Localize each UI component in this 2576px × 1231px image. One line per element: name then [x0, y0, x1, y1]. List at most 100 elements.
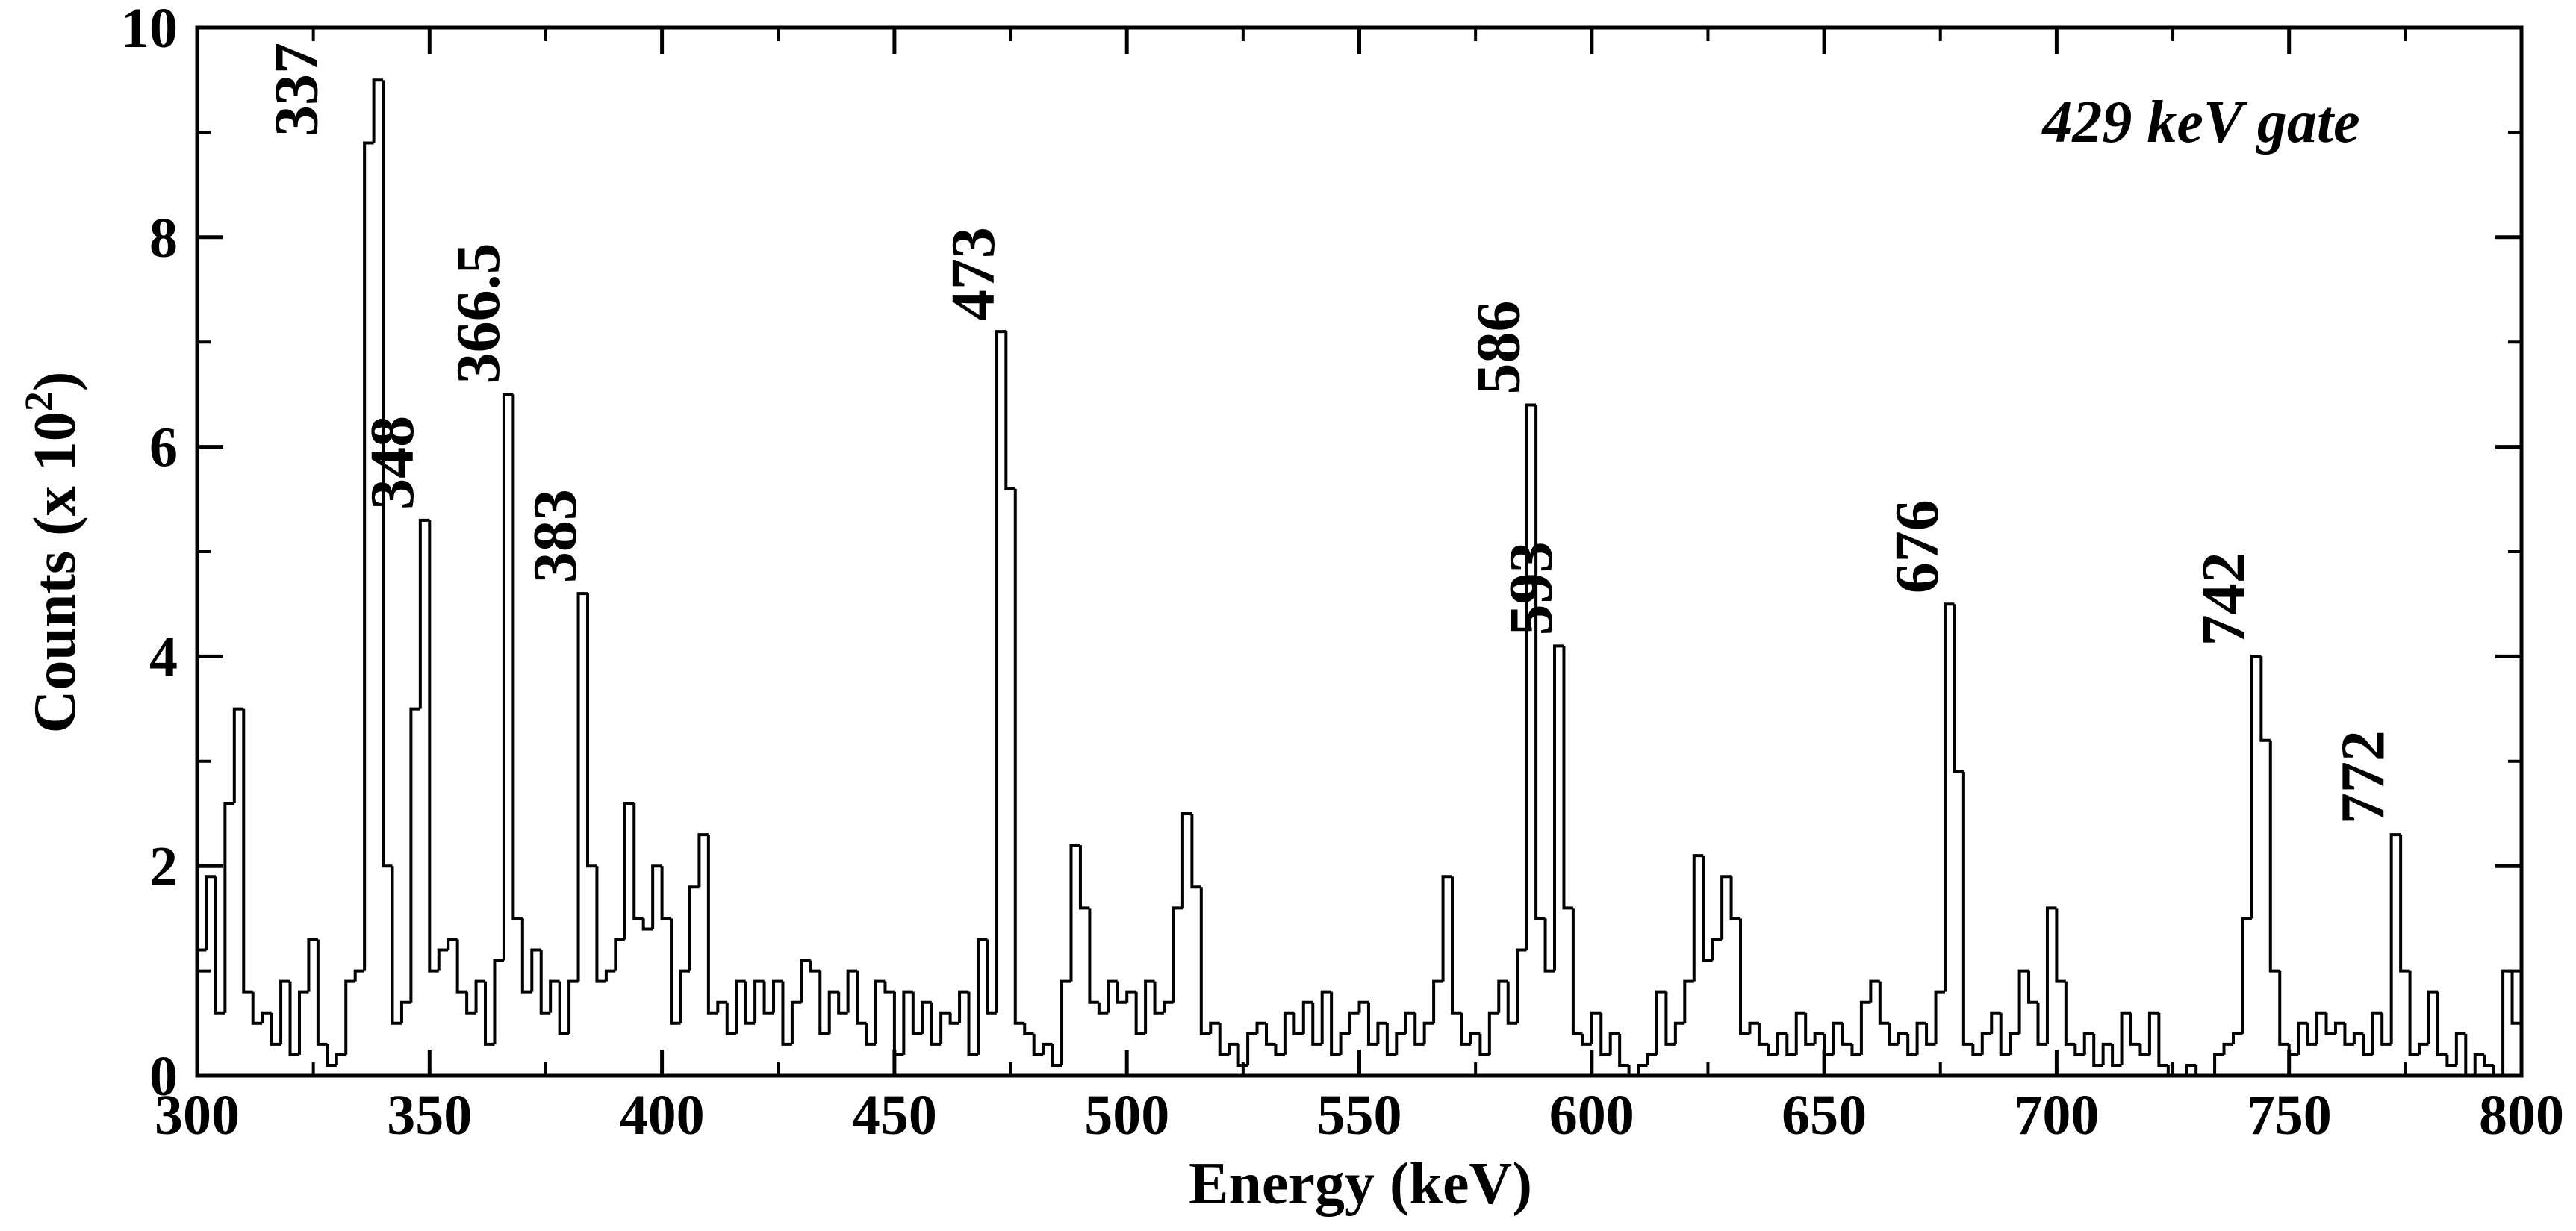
histogram-step [958, 990, 969, 1023]
histogram-step [1023, 1023, 1034, 1035]
histogram-step [2454, 1032, 2466, 1065]
histogram-step [1739, 918, 1750, 1035]
histogram-step [2073, 1044, 2085, 1056]
histogram-step [1385, 1023, 1397, 1056]
histogram-step [930, 1002, 942, 1046]
histogram-step [214, 876, 225, 1015]
histogram-step [1069, 844, 1080, 982]
y-tick-label: 4 [149, 626, 178, 688]
histogram-step [1236, 1044, 1248, 1067]
histogram-step [2483, 1054, 2494, 1067]
histogram-step [1348, 1011, 1360, 1034]
histogram-step [2147, 1011, 2159, 1055]
histogram-step [1460, 1012, 1471, 1046]
histogram-step [1516, 948, 1527, 1023]
histogram-step [1673, 1021, 1685, 1044]
histogram-step [1618, 1033, 1629, 1067]
histogram-step [1757, 1023, 1769, 1046]
histogram-step [1004, 331, 1015, 490]
histogram-step [1646, 1053, 1657, 1065]
histogram-step [595, 866, 606, 983]
histogram-step [1878, 981, 1890, 1025]
histogram-step [1767, 1044, 1778, 1056]
x-tick-label: 450 [852, 1084, 937, 1147]
histogram-step [762, 981, 774, 1015]
histogram-step [1813, 1032, 1825, 1044]
histogram-step [484, 981, 495, 1046]
histogram-step [1163, 1000, 1174, 1013]
histogram-step [2009, 1032, 2020, 1055]
histogram-step [1702, 856, 1713, 962]
histogram-step [1534, 405, 1546, 920]
histogram-step [493, 959, 504, 1044]
histogram-step [1664, 991, 1676, 1046]
histogram-step [1571, 908, 1583, 1035]
histogram-step [1869, 979, 1880, 1003]
histogram-step [1859, 1000, 1871, 1055]
histogram-step [1934, 990, 1945, 1044]
histogram-step [1497, 979, 1508, 1013]
histogram-step [2362, 1033, 2373, 1056]
histogram-step [2185, 1063, 2197, 1076]
histogram-step [809, 960, 821, 973]
histogram-step [539, 950, 551, 1015]
histogram-step [567, 979, 579, 1034]
histogram-step [382, 80, 393, 868]
histogram-step [1209, 1021, 1220, 1034]
histogram-step [2380, 1012, 2392, 1046]
histogram-step [232, 707, 244, 803]
histogram-step [1590, 1011, 1602, 1044]
histogram-step [2418, 1042, 2429, 1055]
histogram-step [1581, 1033, 1592, 1046]
histogram-step [465, 991, 476, 1015]
histogram-step [297, 990, 309, 1055]
histogram-step [1088, 908, 1099, 1004]
histogram-step [242, 708, 253, 994]
histogram-step [2343, 1023, 2354, 1046]
peak-label: 742 [2189, 552, 2259, 646]
histogram-step [1794, 1011, 1806, 1055]
histogram-step [2213, 1053, 2224, 1076]
histogram-step [1525, 403, 1537, 950]
histogram-step [2055, 908, 2066, 983]
histogram-step [2222, 1042, 2233, 1055]
peak-label: 366.5 [444, 243, 513, 384]
histogram-step [585, 593, 597, 868]
histogram-step [1255, 1021, 1266, 1034]
histogram-step [2250, 655, 2262, 919]
histogram-step [1078, 845, 1090, 910]
peak-label: 676 [1882, 499, 1952, 593]
histogram-step [2157, 1012, 2168, 1067]
histogram-step [2138, 1044, 2150, 1056]
y-tick-label: 0 [149, 1045, 178, 1108]
histogram-step [2101, 1042, 2113, 1065]
histogram-step [772, 979, 783, 1013]
histogram-step [1748, 1021, 1759, 1034]
y-axis-label: Counts (x 102) [16, 372, 88, 734]
histogram-step [623, 801, 635, 940]
x-tick-label: 550 [1317, 1084, 1402, 1147]
histogram-step [846, 969, 858, 1013]
histogram-step [2436, 991, 2448, 1056]
histogram-step [2324, 1012, 2336, 1035]
histogram-step [1469, 1032, 1481, 1044]
histogram-step [2473, 1053, 2485, 1076]
histogram-step [697, 833, 709, 888]
y-axis-label-sup: 2 [16, 391, 61, 411]
histogram-step [2259, 656, 2271, 742]
histogram-step [1366, 1002, 1378, 1046]
x-tick-label: 600 [1549, 1084, 1634, 1147]
histogram-step [326, 1044, 337, 1067]
histogram-step [1897, 1032, 1908, 1044]
histogram-step [2082, 1032, 2094, 1055]
histogram-step [363, 141, 374, 971]
histogram-step [706, 835, 718, 1015]
histogram-step [2027, 970, 2038, 1004]
histogram-step [1888, 1023, 1899, 1046]
histogram-step [827, 990, 839, 1034]
histogram-step [1487, 1011, 1499, 1055]
histogram-step [1804, 1012, 1815, 1046]
histogram-step [874, 979, 886, 1044]
x-tick-label: 650 [1782, 1084, 1867, 1147]
histogram-step [976, 938, 988, 1055]
